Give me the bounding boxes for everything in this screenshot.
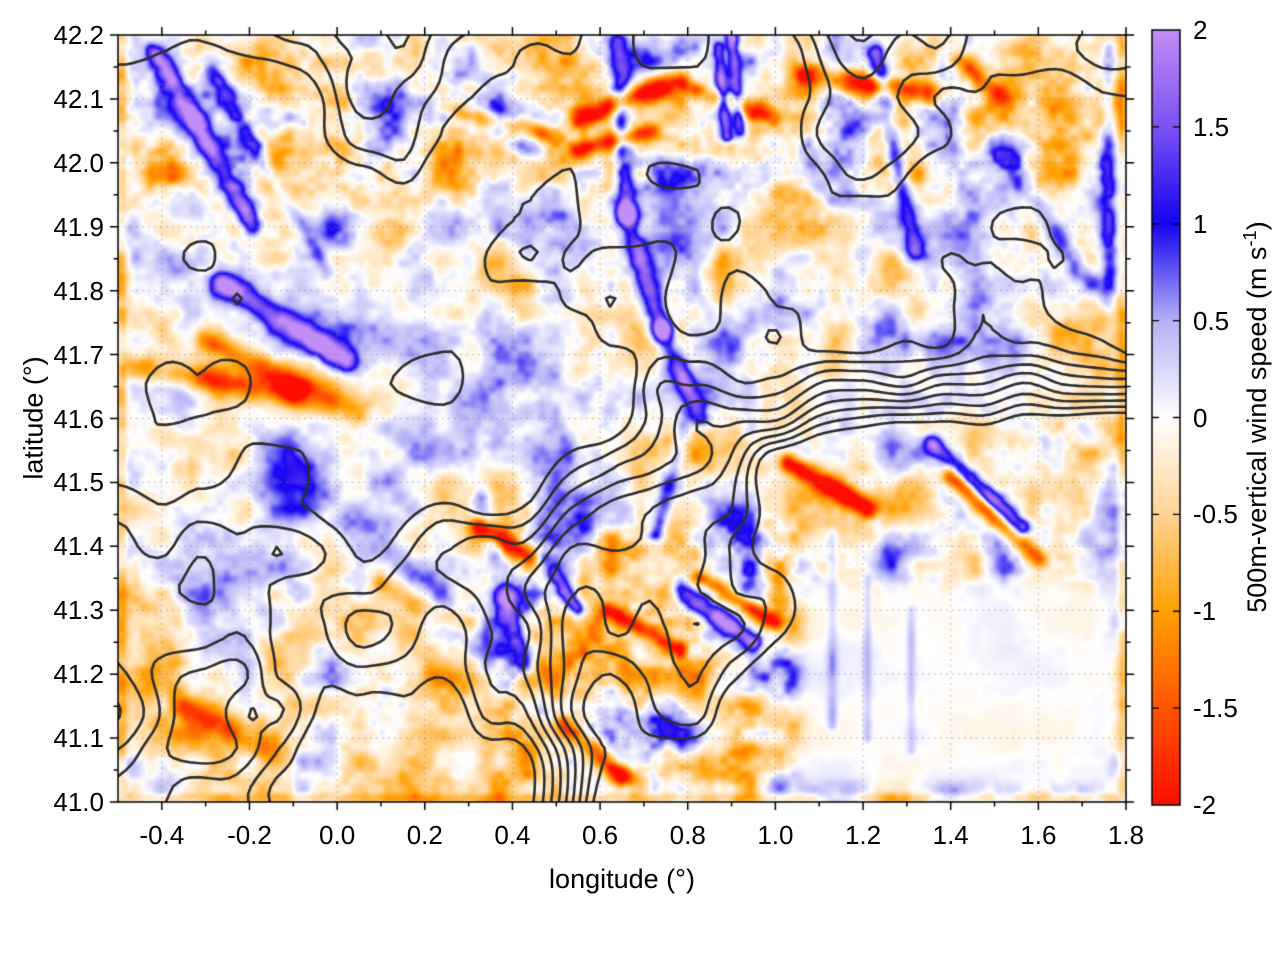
x-axis-title: longitude (°) — [549, 864, 695, 894]
colorbar-title-main: 500m-vertical wind speed (m s — [1242, 246, 1272, 613]
colorbar-title-sup: -1 — [1239, 230, 1260, 247]
y-axis-title: latitude (°) — [18, 356, 49, 480]
colorbar-title: 500m-vertical wind speed (m s-1) — [1239, 221, 1272, 613]
colorbar-title-close: ) — [1242, 221, 1272, 231]
